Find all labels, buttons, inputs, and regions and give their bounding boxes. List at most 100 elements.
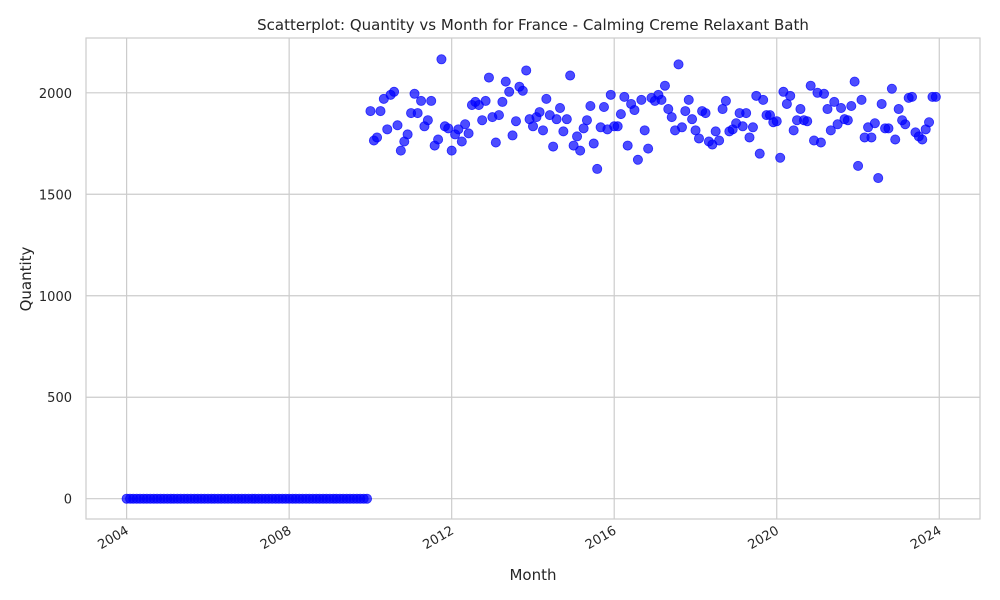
data-point bbox=[409, 88, 420, 99]
data-point bbox=[507, 130, 518, 141]
data-point bbox=[886, 83, 897, 94]
data-point bbox=[551, 114, 562, 125]
data-point bbox=[605, 89, 616, 100]
data-point bbox=[517, 85, 528, 96]
y-tick-label: 2000 bbox=[39, 87, 72, 102]
data-point bbox=[443, 123, 454, 134]
data-point bbox=[683, 94, 694, 105]
data-point bbox=[666, 112, 677, 123]
data-point bbox=[775, 152, 786, 163]
data-point bbox=[700, 108, 711, 119]
data-point bbox=[785, 90, 796, 101]
data-point bbox=[829, 96, 840, 107]
data-point bbox=[446, 145, 457, 156]
data-point bbox=[924, 117, 935, 128]
data-point bbox=[372, 132, 383, 143]
grid-lines bbox=[86, 38, 980, 519]
data-point bbox=[497, 96, 508, 107]
data-point bbox=[710, 126, 721, 137]
data-point bbox=[436, 54, 447, 65]
x-tick-label: 2016 bbox=[583, 523, 619, 553]
data-point bbox=[510, 116, 521, 127]
data-point bbox=[680, 106, 691, 117]
data-point bbox=[422, 115, 433, 126]
data-point bbox=[659, 80, 670, 91]
data-point bbox=[477, 115, 488, 126]
data-point bbox=[876, 98, 887, 109]
data-point bbox=[412, 108, 423, 119]
data-point bbox=[534, 107, 545, 118]
data-point bbox=[802, 116, 813, 127]
data-point bbox=[362, 493, 373, 504]
y-tick-labels: 0 500 1000 1500 2000 bbox=[39, 87, 72, 508]
data-point bbox=[463, 128, 474, 139]
data-point bbox=[426, 95, 437, 106]
data-point bbox=[893, 104, 904, 115]
data-point bbox=[842, 115, 853, 126]
data-point bbox=[561, 114, 572, 125]
data-point bbox=[639, 125, 650, 136]
data-point bbox=[500, 76, 511, 87]
data-point bbox=[483, 72, 494, 83]
data-point bbox=[836, 103, 847, 114]
data-point bbox=[643, 143, 654, 154]
data-point bbox=[490, 137, 501, 148]
data-point bbox=[375, 106, 386, 117]
data-point bbox=[392, 120, 403, 131]
data-point bbox=[849, 76, 860, 87]
data-point bbox=[538, 125, 549, 136]
data-point bbox=[433, 134, 444, 145]
data-point bbox=[846, 100, 857, 111]
data-point bbox=[883, 123, 894, 134]
data-point bbox=[832, 119, 843, 130]
data-point bbox=[581, 115, 592, 126]
data-point bbox=[744, 132, 755, 143]
data-point bbox=[676, 122, 687, 133]
data-point bbox=[825, 125, 836, 136]
data-point bbox=[687, 114, 698, 125]
data-point bbox=[555, 103, 566, 114]
y-tick-label: 0 bbox=[64, 493, 72, 508]
data-point bbox=[575, 145, 586, 156]
data-point bbox=[737, 121, 748, 132]
x-tick-labels: 2004 2008 2012 2016 2020 2024 bbox=[95, 523, 944, 553]
data-point bbox=[598, 102, 609, 113]
data-point bbox=[636, 94, 647, 105]
data-point bbox=[402, 129, 413, 140]
data-point bbox=[890, 134, 901, 145]
data-point bbox=[866, 132, 877, 143]
data-point bbox=[720, 95, 731, 106]
data-point bbox=[900, 119, 911, 130]
data-point bbox=[795, 104, 806, 115]
data-point bbox=[365, 106, 376, 117]
y-tick-label: 1000 bbox=[39, 290, 72, 305]
data-point bbox=[558, 126, 569, 137]
data-point bbox=[869, 118, 880, 129]
data-point bbox=[585, 100, 596, 111]
data-point bbox=[453, 124, 464, 135]
chart-title: Scatterplot: Quantity vs Month for Franc… bbox=[257, 16, 809, 34]
y-axis-label: Quantity bbox=[17, 246, 35, 311]
data-point bbox=[873, 173, 884, 184]
data-point bbox=[741, 108, 752, 119]
data-point bbox=[504, 86, 515, 97]
x-tick-label: 2004 bbox=[95, 523, 131, 553]
data-point bbox=[568, 140, 579, 151]
data-point bbox=[541, 93, 552, 104]
data-point bbox=[656, 94, 667, 105]
data-point bbox=[822, 104, 833, 115]
data-point bbox=[382, 124, 393, 135]
data-point bbox=[456, 136, 467, 147]
data-point bbox=[714, 135, 725, 146]
data-point bbox=[856, 94, 867, 105]
data-point bbox=[565, 70, 576, 81]
plot-area-frame bbox=[85, 37, 981, 520]
data-point bbox=[572, 131, 583, 142]
data-point bbox=[629, 105, 640, 116]
y-tick-label: 500 bbox=[47, 391, 72, 406]
data-point bbox=[395, 145, 406, 156]
y-tick-label: 1500 bbox=[39, 188, 72, 203]
data-point bbox=[493, 110, 504, 121]
data-point bbox=[853, 160, 864, 171]
